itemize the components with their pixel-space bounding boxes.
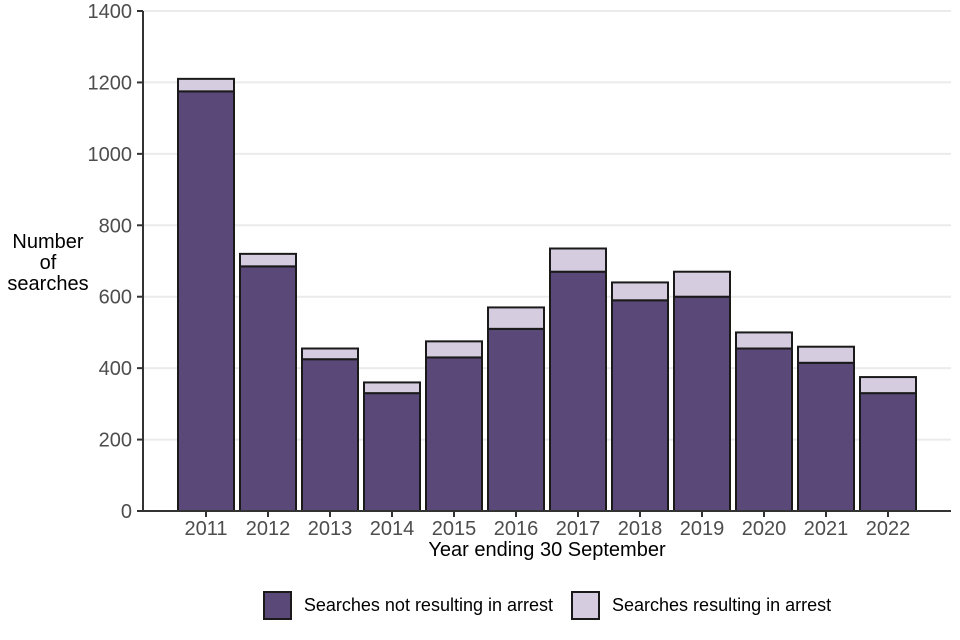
bar-segment-not-arrest-2017 <box>549 270 607 513</box>
y-tick-label: 1000 <box>88 144 133 166</box>
legend-item-not-arrest: Searches not resulting in arrest <box>262 590 554 620</box>
bar-segment-arrest-2020 <box>735 331 793 350</box>
bar-segment-not-arrest-2020 <box>735 347 793 512</box>
bar-segment-arrest-2017 <box>549 247 607 273</box>
bar-segment-arrest-2013 <box>301 347 359 361</box>
y-tick-label: 200 <box>99 430 132 452</box>
bar-segment-arrest-2022 <box>859 376 917 395</box>
y-tick-label: 400 <box>99 358 132 380</box>
bar-segment-not-arrest-2015 <box>425 356 483 512</box>
legend: Searches not resulting in arrest Searche… <box>143 589 951 621</box>
x-tick-label: 2016 <box>494 518 539 540</box>
bar-segment-arrest-2014 <box>363 381 421 395</box>
bar-segment-not-arrest-2022 <box>859 392 917 512</box>
legend-label-not-arrest: Searches not resulting in arrest <box>303 594 554 615</box>
legend-item-arrest: Searches resulting in arrest <box>571 590 832 620</box>
y-axis-title-line: of <box>39 252 57 274</box>
x-tick-label: 2017 <box>556 518 601 540</box>
x-tick-label: 2018 <box>618 518 663 540</box>
y-axis-title-line: searches <box>7 273 89 295</box>
bar-segment-not-arrest-2018 <box>611 299 669 512</box>
bar-segment-not-arrest-2013 <box>301 358 359 513</box>
x-tick-label: 2013 <box>308 518 353 540</box>
x-tick-label: 2011 <box>184 518 227 540</box>
x-tick-label: 2019 <box>680 518 725 540</box>
bar-segment-arrest-2011 <box>177 77 235 93</box>
bar-segment-not-arrest-2014 <box>363 392 421 512</box>
legend-swatch-arrest <box>571 590 601 620</box>
bar-segment-arrest-2015 <box>425 340 483 359</box>
x-tick-label: 2014 <box>370 518 415 540</box>
legend-label-arrest: Searches resulting in arrest <box>612 594 832 615</box>
y-axis-title-line: Number <box>12 231 84 253</box>
bar-segment-not-arrest-2019 <box>673 295 731 513</box>
x-axis-title: Year ending 30 September <box>428 539 666 561</box>
y-tick-label: 1400 <box>88 1 133 23</box>
x-tick-label: 2022 <box>866 518 911 540</box>
bar-segment-not-arrest-2021 <box>797 361 855 512</box>
x-tick-label: 2021 <box>804 518 849 540</box>
bar-segment-arrest-2019 <box>673 270 731 298</box>
y-axis-title: Number of searches <box>0 232 96 295</box>
bar-segment-not-arrest-2016 <box>487 327 545 512</box>
x-tick-label: 2020 <box>742 518 787 540</box>
x-tick-label: 2015 <box>432 518 477 540</box>
bar-segment-arrest-2018 <box>611 281 669 302</box>
bar-segment-arrest-2016 <box>487 306 545 330</box>
x-tick-label: 2012 <box>246 518 291 540</box>
bar-segment-not-arrest-2012 <box>239 265 297 512</box>
bar-segment-arrest-2012 <box>239 252 297 268</box>
legend-swatch-not-arrest <box>262 590 292 620</box>
y-tick-label: 800 <box>99 215 132 237</box>
y-tick-label: 1200 <box>88 72 133 94</box>
y-tick-label: 0 <box>121 501 132 523</box>
y-tick-label: 600 <box>99 287 132 309</box>
bar-segment-arrest-2021 <box>797 345 855 364</box>
bar-segment-not-arrest-2011 <box>177 90 235 512</box>
